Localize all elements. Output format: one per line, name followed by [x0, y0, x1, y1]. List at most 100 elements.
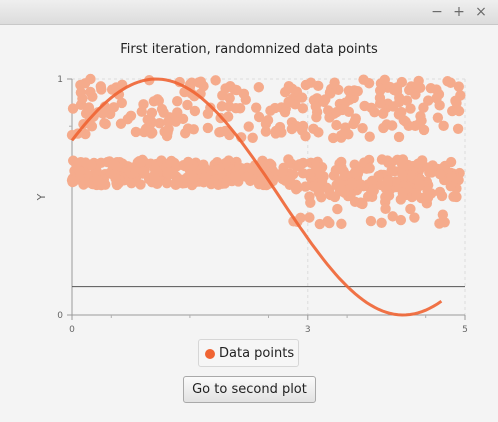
data-point — [80, 128, 91, 140]
data-point — [189, 105, 201, 117]
data-point — [331, 119, 342, 131]
data-point — [446, 171, 457, 182]
data-point — [297, 103, 309, 114]
x-tick-label: 0 — [69, 325, 75, 335]
maximize-icon[interactable]: + — [453, 4, 465, 20]
data-point — [163, 123, 174, 135]
data-point — [366, 102, 377, 114]
data-point — [328, 132, 339, 144]
data-point — [437, 209, 449, 220]
data-point — [246, 163, 257, 174]
data-point — [108, 102, 120, 113]
data-point — [296, 92, 308, 103]
scatter-chart: 03501YX — [35, 73, 468, 335]
data-point — [230, 171, 241, 183]
data-point — [431, 92, 442, 104]
data-point — [193, 77, 204, 88]
data-point — [396, 76, 408, 88]
data-point — [367, 184, 379, 195]
data-point — [453, 105, 465, 117]
data-point — [300, 131, 311, 142]
data-point — [386, 165, 397, 176]
data-point — [445, 180, 456, 192]
data-point — [434, 169, 446, 180]
data-point — [453, 81, 464, 92]
data-point — [148, 96, 160, 107]
close-icon[interactable]: × — [475, 4, 487, 20]
data-point — [422, 185, 433, 197]
data-point — [357, 122, 368, 134]
data-point — [92, 175, 104, 186]
data-point — [414, 82, 426, 93]
data-point — [451, 97, 462, 109]
data-point — [382, 155, 393, 166]
data-point — [116, 97, 127, 109]
data-point — [304, 212, 315, 223]
data-point — [138, 166, 149, 178]
go-to-second-plot-button[interactable]: Go to second plot — [183, 376, 316, 403]
data-point — [364, 131, 375, 142]
data-point — [240, 94, 251, 105]
data-point — [350, 168, 361, 179]
data-point — [286, 123, 298, 135]
data-point — [135, 157, 147, 168]
data-point — [253, 82, 265, 93]
data-point — [110, 173, 121, 184]
data-point — [349, 85, 360, 96]
data-point — [316, 192, 327, 203]
data-point — [436, 190, 448, 202]
data-point — [220, 125, 231, 137]
data-point — [358, 74, 369, 85]
data-point — [343, 129, 354, 140]
data-point — [198, 159, 209, 170]
data-point — [67, 103, 79, 114]
data-point — [109, 159, 120, 170]
data-point — [377, 108, 389, 119]
minimize-icon[interactable]: − — [431, 4, 443, 20]
data-point — [294, 159, 305, 170]
data-point — [202, 108, 214, 119]
data-point — [418, 124, 430, 136]
data-point — [418, 102, 429, 113]
data-point — [200, 172, 211, 183]
data-point — [149, 164, 161, 175]
data-point — [355, 179, 367, 190]
data-point — [242, 172, 253, 183]
data-point — [305, 77, 317, 88]
data-point — [95, 157, 107, 169]
data-point — [265, 105, 276, 116]
data-point — [210, 75, 221, 86]
data-point — [336, 218, 347, 230]
data-point — [300, 181, 311, 192]
data-point — [253, 111, 265, 123]
data-point — [357, 198, 368, 210]
data-point — [216, 101, 228, 112]
data-point — [405, 203, 416, 215]
data-point — [280, 175, 291, 186]
data-point — [365, 215, 377, 227]
data-point — [349, 115, 361, 127]
data-point — [149, 173, 160, 184]
data-point — [412, 158, 424, 169]
data-point — [297, 120, 309, 132]
data-point — [311, 163, 323, 175]
data-point — [85, 86, 96, 98]
data-point — [397, 187, 408, 199]
data-point — [382, 175, 393, 187]
data-point — [325, 88, 336, 99]
title-bar: − + × — [0, 0, 498, 25]
data-point — [425, 82, 437, 94]
x-tick-label: 5 — [462, 325, 468, 335]
y-tick-label: 1 — [57, 75, 63, 85]
data-point — [286, 83, 298, 95]
data-point — [376, 217, 387, 229]
data-point — [409, 212, 420, 223]
data-point — [247, 132, 258, 144]
data-point — [283, 96, 294, 108]
data-point — [126, 177, 137, 189]
data-point — [432, 112, 444, 123]
series-line — [70, 77, 443, 317]
data-point — [130, 166, 142, 177]
data-point — [336, 184, 347, 196]
